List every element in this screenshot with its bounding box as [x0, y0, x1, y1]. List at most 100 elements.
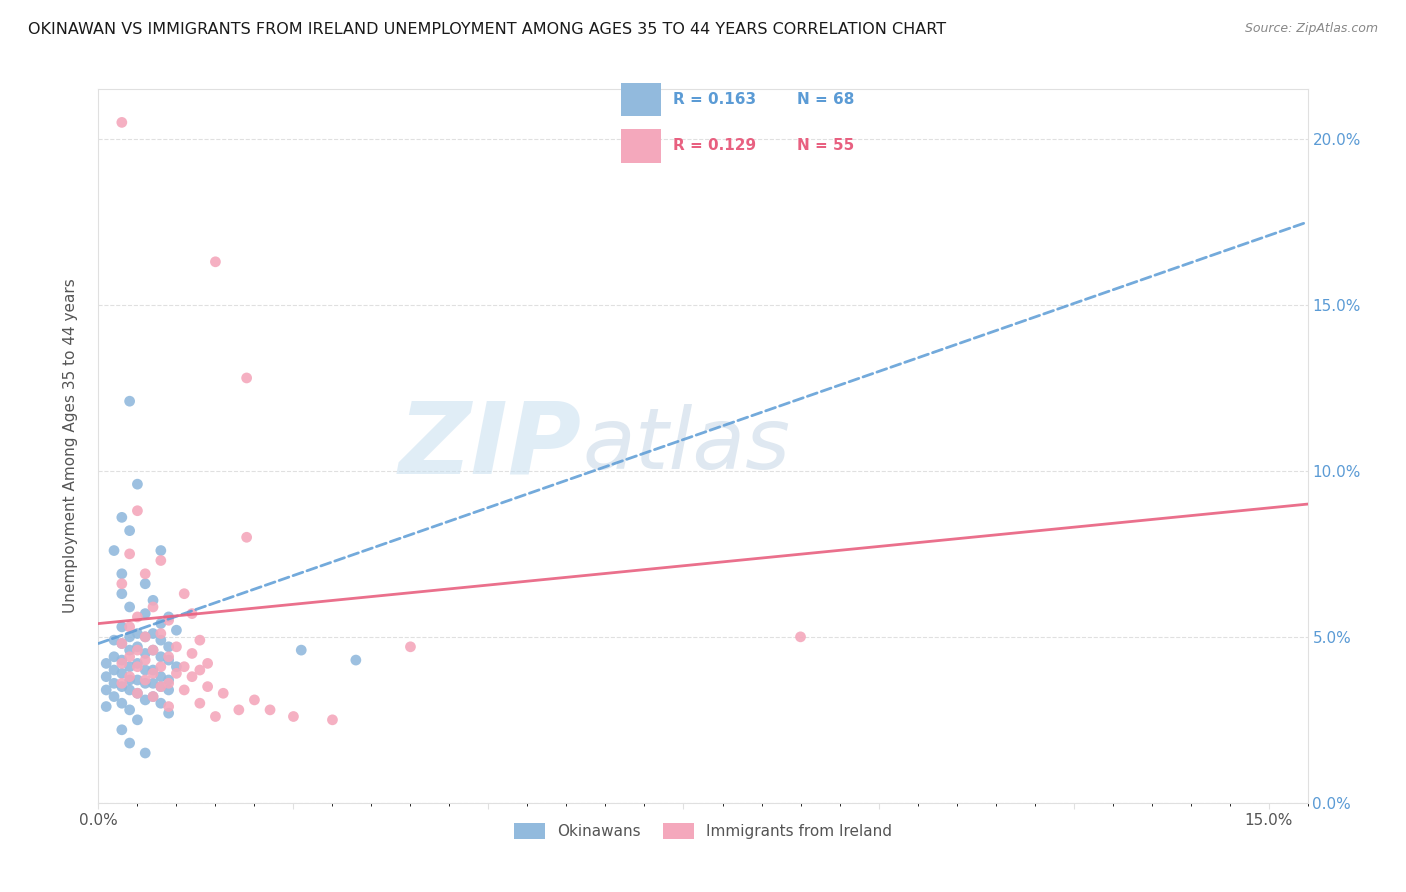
Point — [127, 626, 149, 640]
Point — [142, 676, 165, 690]
Point — [134, 647, 156, 661]
Point — [321, 713, 343, 727]
Point — [127, 686, 149, 700]
Point — [118, 649, 141, 664]
Point — [118, 394, 141, 409]
FancyBboxPatch shape — [621, 83, 661, 117]
Point — [118, 599, 141, 614]
Point — [96, 670, 118, 684]
Point — [127, 673, 149, 687]
Point — [103, 676, 125, 690]
Point — [111, 510, 134, 524]
Text: N = 68: N = 68 — [797, 92, 855, 107]
Point — [134, 576, 156, 591]
Point — [134, 653, 156, 667]
Point — [188, 663, 211, 677]
Point — [212, 686, 235, 700]
Point — [157, 699, 180, 714]
Point — [181, 607, 204, 621]
Point — [103, 633, 125, 648]
Point — [118, 703, 141, 717]
Point — [142, 626, 165, 640]
Point — [111, 723, 134, 737]
Point — [142, 666, 165, 681]
Point — [111, 696, 134, 710]
Text: N = 55: N = 55 — [797, 138, 855, 153]
Point — [127, 640, 149, 654]
Text: atlas: atlas — [582, 404, 790, 488]
Text: R = 0.163: R = 0.163 — [673, 92, 756, 107]
Point — [789, 630, 811, 644]
Point — [111, 576, 134, 591]
Point — [149, 649, 172, 664]
Point — [96, 699, 118, 714]
Point — [188, 633, 211, 648]
Point — [149, 696, 172, 710]
Point — [228, 703, 250, 717]
Y-axis label: Unemployment Among Ages 35 to 44 years: Unemployment Among Ages 35 to 44 years — [63, 278, 77, 614]
Point — [181, 670, 204, 684]
Point — [127, 659, 149, 673]
Point — [204, 254, 226, 268]
Point — [157, 610, 180, 624]
Point — [173, 682, 195, 697]
Text: OKINAWAN VS IMMIGRANTS FROM IRELAND UNEMPLOYMENT AMONG AGES 35 TO 44 YEARS CORRE: OKINAWAN VS IMMIGRANTS FROM IRELAND UNEM… — [28, 22, 946, 37]
Point — [111, 636, 134, 650]
Point — [118, 736, 141, 750]
Point — [118, 673, 141, 687]
Point — [157, 673, 180, 687]
Point — [165, 666, 187, 681]
Point — [134, 746, 156, 760]
Point — [127, 643, 149, 657]
Point — [134, 607, 156, 621]
Text: ZIP: ZIP — [399, 398, 582, 494]
Point — [181, 647, 204, 661]
Point — [111, 587, 134, 601]
Point — [243, 693, 266, 707]
Point — [103, 649, 125, 664]
Point — [157, 613, 180, 627]
Point — [127, 686, 149, 700]
Point — [118, 659, 141, 673]
Point — [149, 680, 172, 694]
Point — [111, 653, 134, 667]
Point — [149, 553, 172, 567]
Point — [149, 616, 172, 631]
Point — [165, 640, 187, 654]
Point — [111, 666, 134, 681]
Point — [127, 504, 149, 518]
Point — [149, 680, 172, 694]
Point — [118, 547, 141, 561]
Point — [127, 657, 149, 671]
Point — [157, 676, 180, 690]
Point — [103, 663, 125, 677]
Point — [118, 630, 141, 644]
Point — [259, 703, 281, 717]
Point — [142, 643, 165, 657]
Point — [111, 566, 134, 581]
Point — [283, 709, 305, 723]
Point — [118, 682, 141, 697]
Point — [111, 657, 134, 671]
Point — [103, 543, 125, 558]
Point — [111, 676, 134, 690]
Point — [142, 690, 165, 704]
Point — [197, 657, 219, 671]
Point — [173, 659, 195, 673]
Point — [118, 670, 141, 684]
Point — [96, 657, 118, 671]
Point — [142, 663, 165, 677]
Point — [235, 371, 257, 385]
Point — [149, 626, 172, 640]
Point — [157, 649, 180, 664]
Point — [118, 643, 141, 657]
Text: Source: ZipAtlas.com: Source: ZipAtlas.com — [1244, 22, 1378, 36]
Point — [149, 633, 172, 648]
Point — [142, 690, 165, 704]
Point — [96, 682, 118, 697]
Point — [134, 673, 156, 687]
Point — [111, 620, 134, 634]
Point — [204, 709, 226, 723]
Point — [134, 630, 156, 644]
Point — [157, 706, 180, 721]
